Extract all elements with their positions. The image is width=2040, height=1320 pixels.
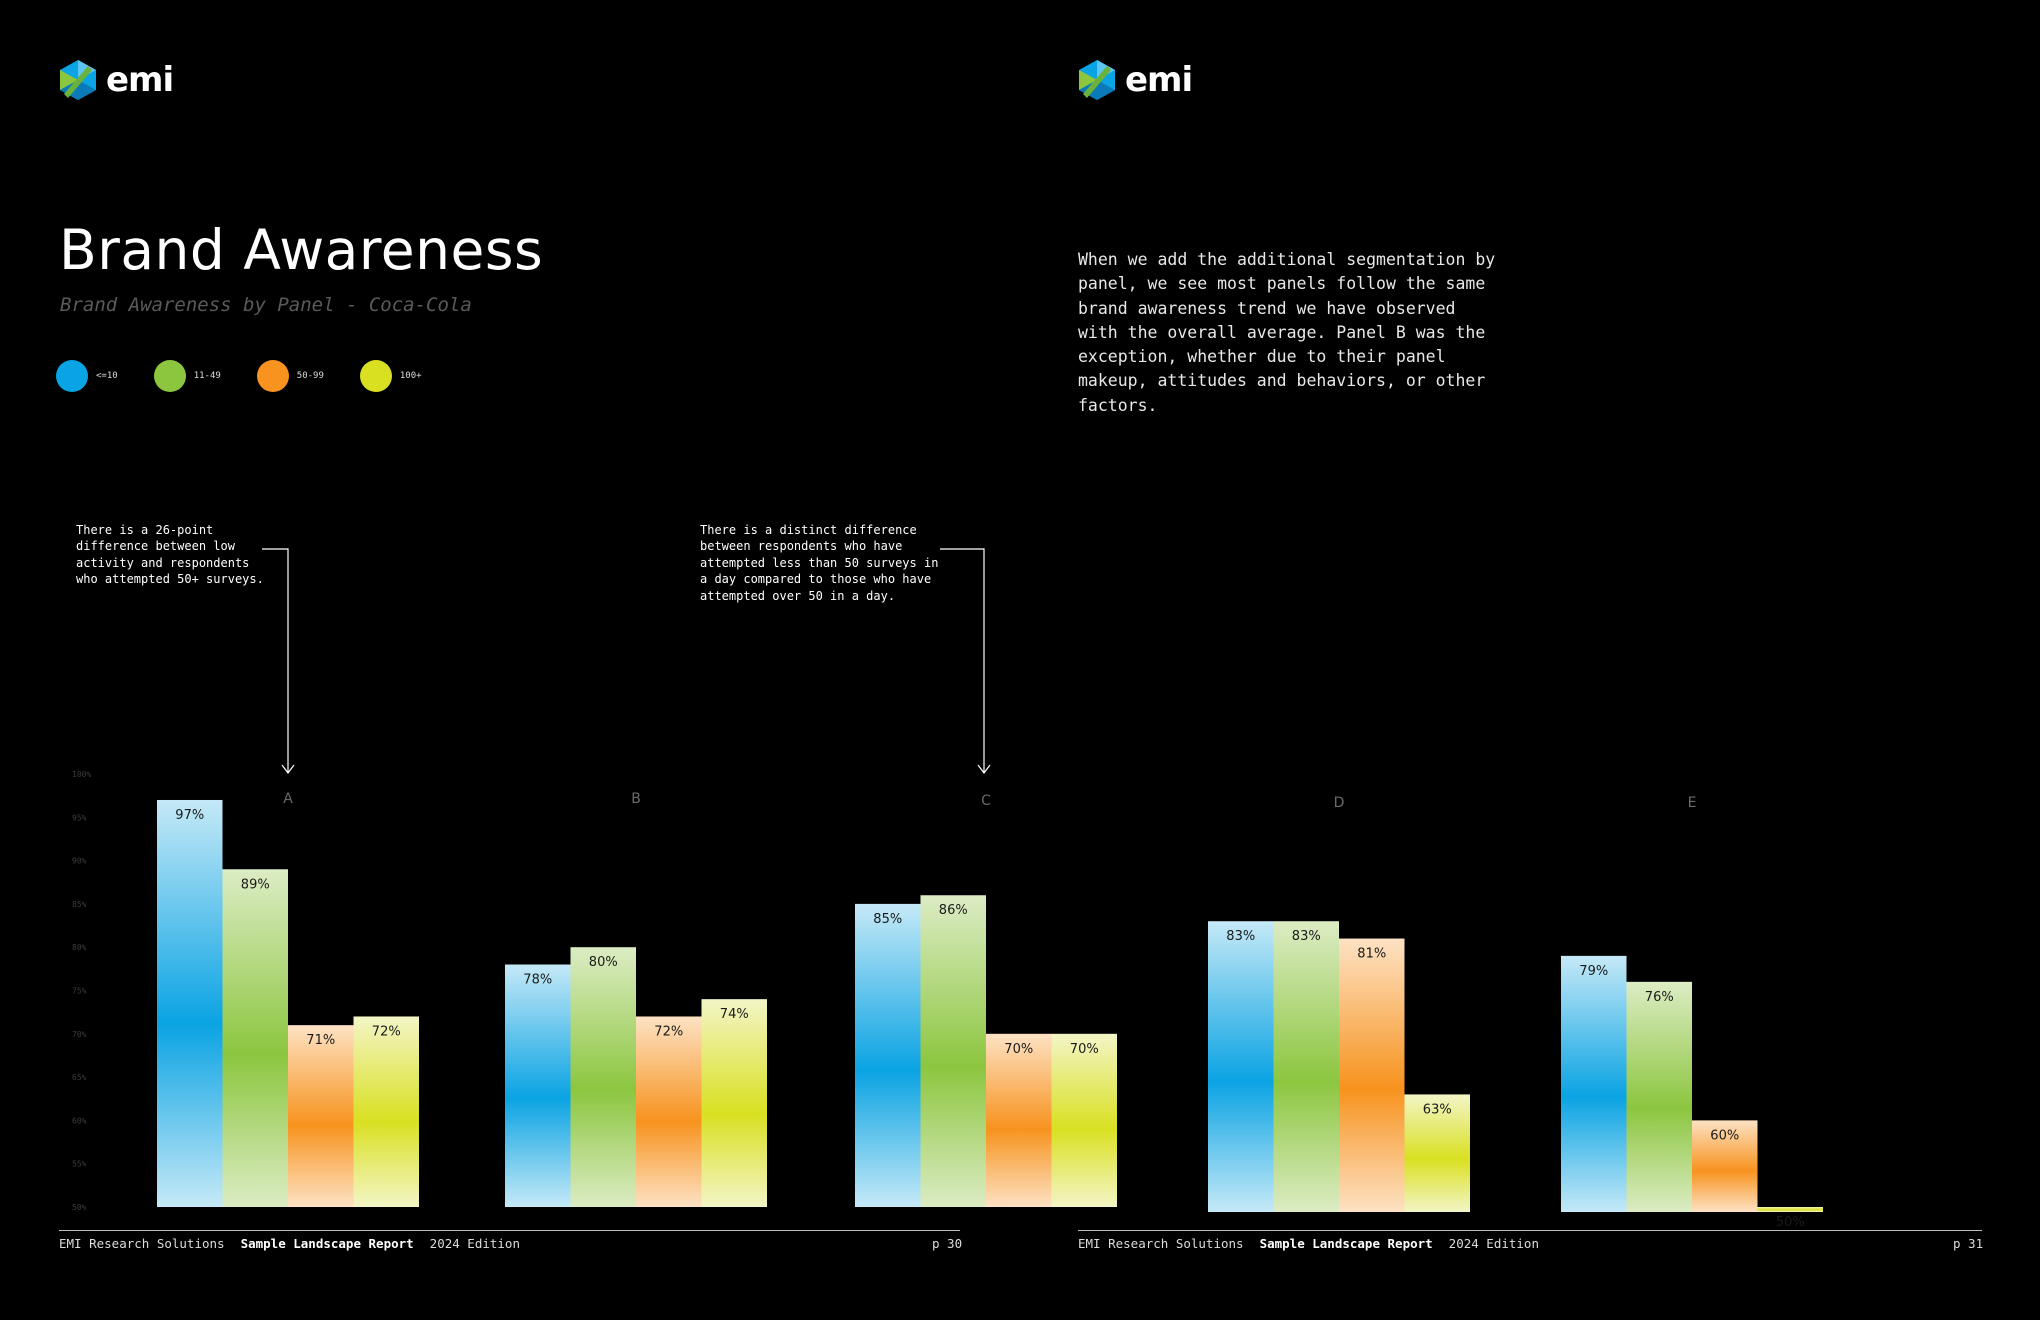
page-title: Brand Awareness: [59, 218, 544, 282]
arrow-down-icon: [281, 764, 295, 774]
bar: [222, 869, 288, 1207]
footer-edition: 2024 Edition: [1448, 1236, 1539, 1251]
footer-edition: 2024 Edition: [429, 1236, 520, 1251]
arrow-down-icon: [977, 764, 991, 774]
footer-company: EMI Research Solutions: [1078, 1236, 1244, 1251]
annotation-connector-line: [940, 548, 985, 773]
bar: [1208, 921, 1274, 1212]
bar: [1404, 1094, 1470, 1212]
legend-item: 100+: [359, 360, 422, 392]
annotation-connector-line: [262, 548, 289, 773]
category-label: A: [283, 791, 293, 807]
bar: [636, 1016, 702, 1207]
y-tick-label: 60%: [72, 1116, 87, 1125]
legend-item: 11-49: [153, 360, 221, 392]
legend-swatch: [153, 360, 186, 392]
y-tick-label: 100%: [72, 770, 91, 779]
hexagon-logo-icon: [1079, 60, 1115, 100]
y-tick-label: 95%: [72, 813, 87, 822]
data-label: 76%: [1645, 990, 1674, 1005]
data-label: 81%: [1357, 947, 1386, 962]
data-label: 72%: [654, 1024, 683, 1039]
legend-item: <=10: [56, 360, 118, 392]
bar: [1339, 938, 1405, 1212]
data-label: 97%: [175, 808, 204, 823]
page-number: p 31: [1953, 1236, 1984, 1251]
y-tick-label: 50%: [72, 1203, 87, 1212]
category-label: B: [631, 791, 641, 807]
bar: [701, 999, 767, 1207]
legend-label: 100+: [399, 371, 422, 381]
legend-swatch: [256, 360, 289, 392]
footer-right: EMI Research Solutions Sample Landscape …: [1078, 1236, 1555, 1251]
bar: [1273, 921, 1339, 1212]
data-label: 86%: [939, 903, 968, 918]
data-label: 80%: [589, 955, 618, 970]
data-label: 71%: [306, 1033, 335, 1048]
legend-label: <=10: [96, 371, 118, 381]
bar: [157, 799, 223, 1207]
footer-report: Sample Landscape Report: [1259, 1236, 1433, 1251]
bar: [1626, 981, 1692, 1212]
data-label: 74%: [720, 1007, 749, 1022]
data-label: 63%: [1423, 1102, 1452, 1117]
chart-legend: <=10 11-49 50-99 100+: [56, 360, 458, 392]
intro-paragraph: When we add the additional segmentation …: [1078, 250, 1496, 415]
footer-report: Sample Landscape Report: [240, 1236, 414, 1251]
y-tick-label: 75%: [72, 987, 87, 996]
bar: [570, 947, 636, 1207]
category-label: E: [1688, 795, 1697, 811]
page-number: p 30: [932, 1236, 963, 1251]
category-label: D: [1334, 795, 1345, 811]
bar: [986, 1033, 1052, 1207]
logo-wordmark: emi: [106, 60, 174, 100]
data-label: 78%: [523, 973, 552, 988]
bar: [1692, 1120, 1758, 1212]
chart-subtitle: Brand Awareness by Panel - Coca-Cola: [60, 294, 472, 316]
logo-wordmark: emi: [1125, 60, 1193, 100]
data-label: 70%: [1070, 1042, 1099, 1057]
bar: [1051, 1033, 1117, 1207]
bar: [353, 1016, 419, 1207]
y-tick-label: 85%: [72, 900, 87, 909]
data-label: 89%: [241, 877, 270, 892]
y-tick-label: 90%: [72, 857, 87, 866]
data-label: 72%: [372, 1024, 401, 1039]
bar: [505, 964, 571, 1207]
legend-label: 50-99: [296, 371, 324, 381]
data-label: 83%: [1226, 929, 1255, 944]
emi-logo-left: emi: [58, 58, 174, 102]
legend-swatch: [359, 360, 392, 392]
y-tick-label: 55%: [72, 1160, 87, 1169]
footer-company: EMI Research Solutions: [59, 1236, 225, 1251]
data-label: 50%: [1776, 1215, 1805, 1230]
footer-rule: [59, 1230, 960, 1231]
legend-label: 11-49: [193, 371, 221, 381]
category-label: C: [981, 793, 991, 809]
bar: [288, 1025, 354, 1207]
hexagon-logo-icon: [60, 60, 96, 100]
footer-rule: [1078, 1230, 1982, 1231]
data-label: 60%: [1710, 1128, 1739, 1143]
bar: [1561, 955, 1627, 1212]
y-tick-label: 65%: [72, 1073, 87, 1082]
bar: [1757, 1207, 1823, 1212]
y-tick-label: 80%: [72, 943, 87, 952]
data-label: 85%: [873, 912, 902, 927]
y-tick-label: 70%: [72, 1030, 87, 1039]
bar: [920, 895, 986, 1207]
annotation-note: There is a distinct difference between r…: [700, 523, 939, 603]
legend-item: 50-99: [256, 360, 324, 392]
footer-left: EMI Research Solutions Sample Landscape …: [59, 1236, 536, 1251]
data-label: 83%: [1292, 929, 1321, 944]
legend-swatch: [56, 360, 88, 392]
annotation-note: There is a 26-point difference between l…: [76, 523, 264, 587]
bar: [855, 903, 921, 1207]
data-label: 70%: [1004, 1042, 1033, 1057]
data-label: 79%: [1579, 964, 1608, 979]
annotation-connectors: [262, 548, 991, 774]
emi-logo-right: emi: [1077, 58, 1193, 102]
